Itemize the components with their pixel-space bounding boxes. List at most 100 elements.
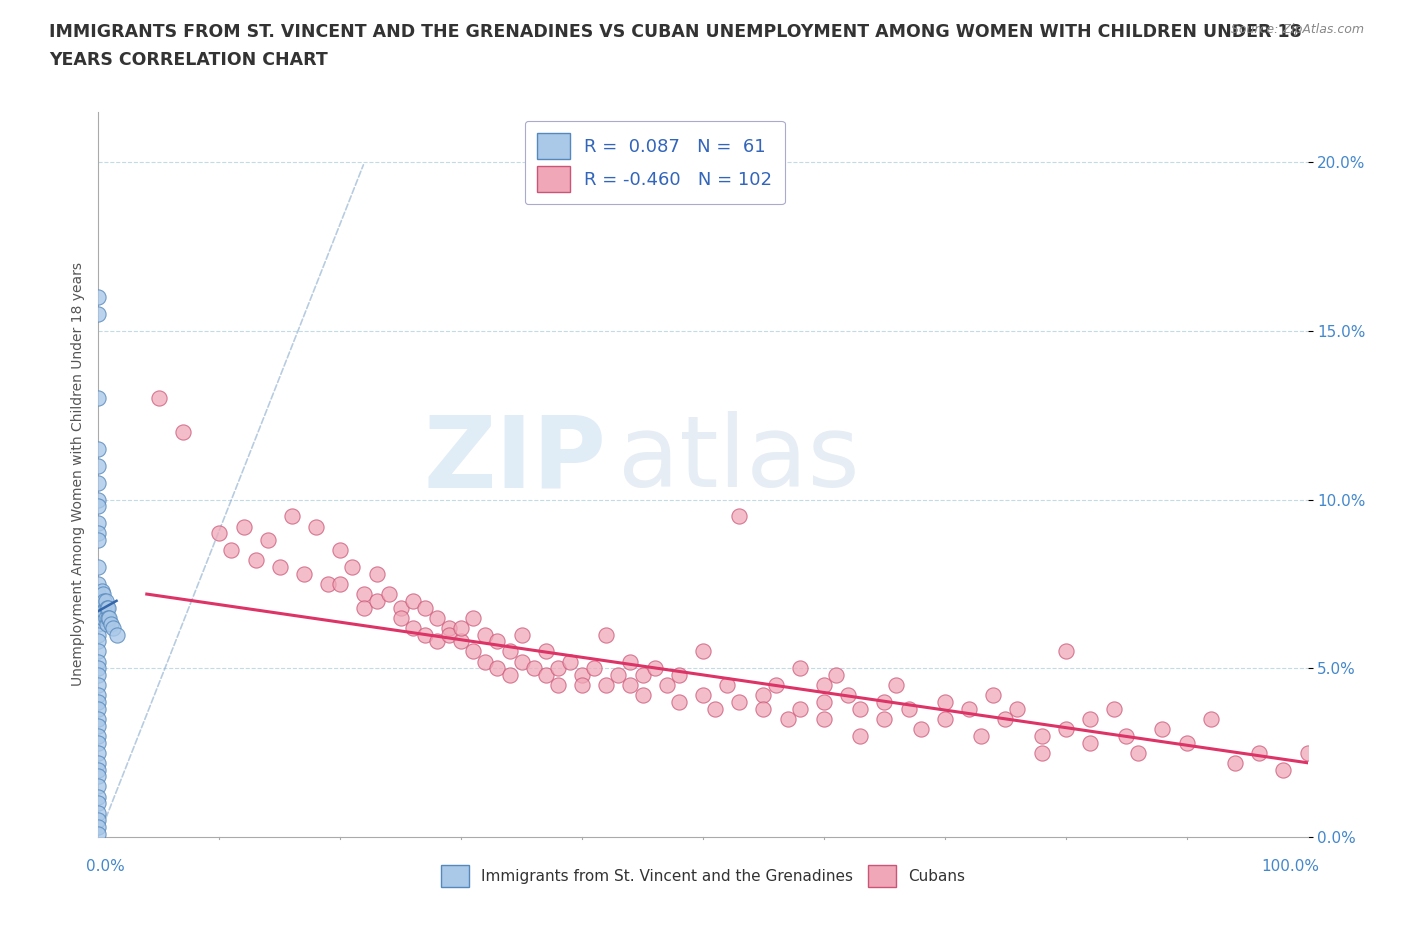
Y-axis label: Unemployment Among Women with Children Under 18 years: Unemployment Among Women with Children U… (70, 262, 84, 686)
Point (1249, 745, 1271, 760)
Point (571, 678, 593, 693)
Point (87, 701, 110, 716)
Point (716, 678, 738, 693)
Point (1031, 728, 1053, 743)
Point (631, 688, 654, 703)
Point (437, 620, 460, 635)
Point (87, 789, 110, 804)
Point (692, 688, 714, 703)
Point (463, 644, 485, 658)
Point (87, 762, 110, 777)
Point (450, 634, 472, 649)
Point (87, 587, 110, 602)
Point (221, 543, 243, 558)
Point (498, 668, 520, 683)
Point (523, 661, 546, 676)
Point (765, 678, 787, 693)
Point (668, 668, 690, 683)
Text: 0.0%: 0.0% (86, 858, 125, 874)
Point (1115, 728, 1137, 743)
Point (94, 593, 117, 608)
Point (269, 560, 291, 575)
Point (87, 475, 110, 490)
Point (510, 627, 533, 642)
Point (957, 701, 980, 716)
Point (474, 627, 496, 642)
Point (534, 668, 557, 683)
Point (595, 678, 617, 693)
Text: IMMIGRANTS FROM ST. VINCENT AND THE GRENADINES VS CUBAN UNEMPLOYMENT AMONG WOMEN: IMMIGRANTS FROM ST. VINCENT AND THE GREN… (49, 23, 1302, 41)
Point (87, 688, 110, 703)
Point (1296, 745, 1319, 760)
Point (1199, 711, 1222, 726)
Point (1223, 755, 1246, 770)
Point (366, 593, 388, 608)
Point (353, 600, 375, 615)
Point (172, 425, 194, 440)
Point (426, 634, 449, 649)
Point (97, 600, 120, 615)
Point (934, 695, 956, 710)
Point (849, 701, 872, 716)
Point (91, 600, 114, 615)
Point (813, 695, 835, 710)
Point (87, 593, 110, 608)
Point (1078, 735, 1101, 750)
Point (87, 634, 110, 649)
Point (87, 813, 110, 828)
Point (752, 701, 775, 716)
Point (776, 711, 799, 726)
Point (87, 577, 110, 591)
Point (644, 661, 666, 676)
Point (1102, 701, 1125, 716)
Point (87, 492, 110, 507)
Point (87, 796, 110, 811)
Point (87, 728, 110, 743)
Point (87, 769, 110, 784)
Point (413, 600, 436, 615)
Point (474, 654, 496, 669)
Point (1152, 722, 1174, 737)
Point (87, 458, 110, 473)
Point (486, 661, 509, 676)
Point (437, 627, 460, 642)
Point (87, 600, 110, 615)
Point (534, 644, 557, 658)
Point (631, 668, 654, 683)
Point (910, 722, 932, 737)
Point (498, 644, 520, 658)
Point (450, 620, 472, 635)
Point (87, 718, 110, 733)
Point (547, 678, 569, 693)
Point (994, 711, 1017, 726)
Point (1031, 745, 1053, 760)
Point (728, 695, 751, 710)
Point (377, 587, 399, 602)
Point (486, 634, 509, 649)
Point (316, 577, 339, 591)
Point (245, 553, 267, 568)
Point (87, 627, 110, 642)
Point (813, 711, 835, 726)
Point (87, 617, 110, 631)
Point (305, 519, 328, 534)
Point (87, 668, 110, 683)
Point (668, 695, 690, 710)
Point (93, 593, 115, 608)
Text: atlas: atlas (619, 411, 860, 509)
Point (789, 661, 811, 676)
Point (91, 587, 114, 602)
Point (94, 610, 117, 625)
Point (87, 826, 110, 841)
Point (87, 442, 110, 457)
Point (148, 391, 170, 405)
Point (547, 661, 569, 676)
Point (87, 735, 110, 750)
Point (93, 604, 115, 618)
Point (849, 728, 872, 743)
Point (981, 688, 1004, 703)
Point (752, 688, 775, 703)
Point (281, 509, 304, 524)
Point (619, 678, 641, 693)
Point (87, 290, 110, 305)
